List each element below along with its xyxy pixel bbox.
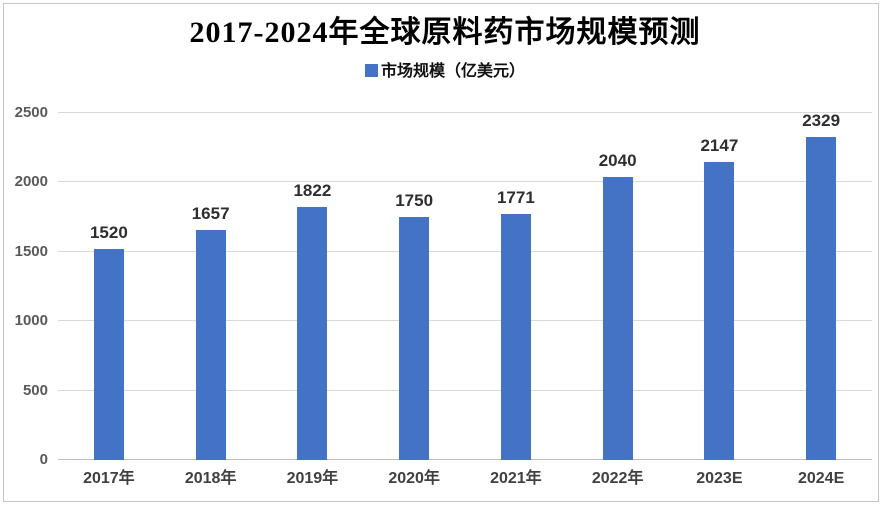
y-tick-label: 1000 — [14, 312, 48, 330]
legend-label: 市场规模（亿美元） — [380, 63, 525, 80]
bar-slot-2024E: 2329 — [770, 110, 872, 460]
y-tick-label: 2000 — [14, 173, 48, 191]
bar-value-label: 1771 — [496, 188, 535, 208]
x-axis-line — [58, 459, 872, 460]
bar-slot-2019年: 1822 — [262, 113, 364, 460]
x-category-label: 2021年 — [490, 470, 542, 487]
x-axis: 2017年 2018年 2019年 2020年 2021年 2022年 2023E 2024E — [58, 469, 872, 489]
bar — [806, 136, 837, 460]
legend-marker-icon — [364, 64, 378, 77]
x-category-label: 2023E — [696, 470, 743, 487]
bar — [500, 214, 531, 460]
x-category-label: 2017年 — [83, 470, 135, 487]
chart-title: 2017-2024年全球原料药市场规模预测 — [189, 16, 701, 49]
legend: 市场规模（亿美元） — [0, 63, 890, 81]
bar-value-label: 1657 — [191, 204, 230, 224]
y-tick-label: 0 — [39, 451, 48, 468]
x-category-label: 2022年 — [591, 470, 644, 487]
bar-series: 1520 1657 1822 1750 1771 2040 2147 2329 — [58, 110, 872, 460]
gridline — [58, 389, 872, 391]
bar — [93, 249, 124, 460]
x-category-label: 2019年 — [286, 470, 339, 487]
x-category-label: 2018年 — [184, 470, 237, 487]
bar — [602, 176, 633, 460]
bar-slot-2018年: 1657 — [160, 113, 262, 460]
bar-value-label: 2329 — [802, 110, 841, 130]
gridline — [58, 320, 872, 322]
bar-slot-2020年: 1750 — [363, 113, 465, 460]
bar-value-label: 2040 — [598, 150, 637, 170]
y-tick-label: 500 — [22, 381, 48, 399]
bar — [704, 162, 735, 460]
y-tick-label: 1500 — [14, 242, 48, 260]
y-tick-label: 2500 — [14, 104, 48, 121]
bar-value-label: 1750 — [395, 191, 434, 211]
x-category-label: 2020年 — [388, 470, 440, 487]
y-axis: 0 500 1000 1500 2000 2500 — [0, 104, 48, 468]
bar — [399, 217, 430, 460]
gridline — [58, 112, 872, 113]
bar — [195, 230, 226, 460]
bar-slot-2021年: 1771 — [465, 113, 567, 460]
bar — [297, 207, 328, 460]
bar-slot-2022年: 2040 — [567, 113, 669, 460]
x-category-label: 2024E — [797, 470, 845, 487]
gridline — [58, 250, 872, 252]
bar-slot-2017年: 1520 — [58, 113, 160, 460]
bar-value-label: 2147 — [700, 136, 739, 155]
bar-value-label: 1822 — [293, 181, 332, 201]
bar-value-label: 1520 — [89, 223, 128, 243]
bar-slot-2023E: 2147 — [669, 113, 771, 460]
gridline — [58, 181, 872, 183]
plot-area: 1520 1657 1822 1750 1771 2040 2147 2329 — [58, 110, 872, 460]
